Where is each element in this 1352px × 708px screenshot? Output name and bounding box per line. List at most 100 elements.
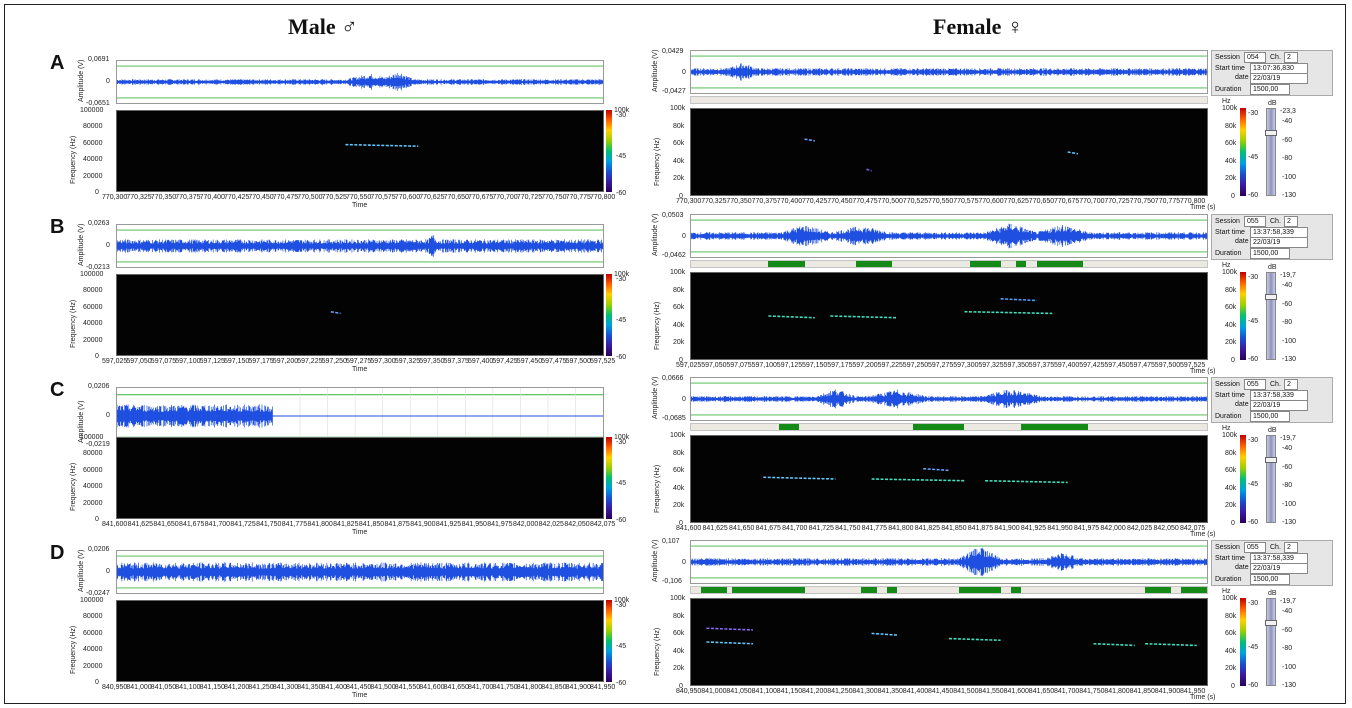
female-x-tick: 841,825: [914, 525, 941, 532]
male-colorbar: [606, 110, 612, 192]
db-slider-track[interactable]: [1266, 272, 1276, 360]
duration-field[interactable]: 1500,00: [1250, 574, 1290, 585]
female-x-tick: 770,475: [852, 198, 878, 205]
ultrasonic-call-trace: [706, 641, 753, 645]
channel-field[interactable]: 2: [1284, 542, 1298, 553]
male-x-tick: 841,750: [492, 684, 518, 691]
session-field[interactable]: 054: [1244, 52, 1266, 63]
female-freq-tick: 40k: [673, 157, 685, 165]
db-slider-handle[interactable]: [1265, 620, 1277, 626]
female-x-tick: 841,875: [967, 525, 994, 532]
channel-field[interactable]: 2: [1284, 52, 1298, 63]
male-x-tick: 770,625: [419, 194, 445, 201]
session-field[interactable]: 055: [1244, 379, 1266, 390]
male-x-tick: 597,075: [150, 358, 177, 365]
male-x-tick: 770,775: [565, 194, 591, 201]
female-time-label: Time (s): [1190, 368, 1216, 375]
male-cbar-tick: -30: [616, 112, 627, 119]
db-slider-handle[interactable]: [1265, 294, 1277, 300]
female-cbar-tick: -60: [1248, 356, 1259, 363]
detection-marker: [861, 587, 877, 593]
male-x-tick: 841,950: [590, 684, 616, 691]
ultrasonic-call-trace: [866, 168, 872, 172]
male-freq-tick: 100000: [80, 107, 104, 114]
male-x-tick: 597,325: [394, 358, 421, 365]
male-cbar-tick: -45: [616, 153, 627, 160]
db-slider-track[interactable]: [1266, 598, 1276, 686]
duration-field[interactable]: 1500,00: [1250, 84, 1290, 95]
waveform: [117, 388, 603, 444]
female-amp-max: 0,0503: [662, 212, 684, 219]
spectrogram-plot: [763, 467, 1068, 484]
male-x-tick: 841,650: [153, 521, 179, 528]
female-x-tick: 770,500: [877, 198, 903, 205]
male-freq-tick: 40000: [83, 483, 103, 491]
male-x-tick: 841,700: [468, 684, 494, 691]
date-field[interactable]: 22/03/19: [1250, 237, 1308, 248]
date-field[interactable]: 22/03/19: [1250, 400, 1308, 411]
duration-label: Duration: [1215, 576, 1242, 583]
session-label: Session: [1215, 381, 1240, 388]
male-x-tick: 841,800: [516, 684, 543, 691]
date-field[interactable]: 22/03/19: [1250, 563, 1308, 574]
male-freq-tick: 20000: [83, 172, 103, 180]
female-detection-track: [690, 423, 1208, 431]
male-x-tick: 842,000: [512, 521, 539, 528]
male-x-tick: 841,550: [394, 684, 421, 691]
female-x-tick: 597,025: [676, 362, 702, 369]
female-freq-tick: 0: [679, 193, 683, 200]
db-slider-track[interactable]: [1266, 435, 1276, 523]
right-freq-tick: 60k: [1225, 467, 1237, 475]
ultrasonic-call-trace: [1145, 642, 1197, 647]
date-field[interactable]: 22/03/19: [1250, 73, 1308, 84]
duration-field[interactable]: 1500,00: [1250, 411, 1290, 422]
waveform: [691, 219, 1207, 253]
session-label: Session: [1215, 544, 1240, 551]
female-x-tick: 770,300: [676, 198, 702, 205]
female-freq-tick: 100k: [670, 595, 686, 602]
channel-label: Ch.: [1270, 544, 1281, 551]
male-freq-tick: 100000: [80, 271, 104, 278]
male-amp-zero: 0: [106, 242, 110, 249]
male-x-tick: 597,400: [468, 358, 494, 365]
session-field[interactable]: 055: [1244, 216, 1266, 227]
female-x-tick: 841,800: [1104, 688, 1130, 695]
male-x-tick: 841,675: [179, 521, 205, 528]
db-slider-handle[interactable]: [1265, 130, 1277, 136]
db-tick: -40: [1282, 282, 1293, 289]
female-x-tick: 841,625: [702, 525, 728, 532]
male-x-tick: 597,350: [419, 358, 445, 365]
start-time-label: Start time: [1215, 392, 1245, 399]
db-slider-handle[interactable]: [1265, 457, 1277, 463]
right-freq-tick: 0: [1231, 683, 1235, 690]
male-x-tick: 597,100: [175, 358, 201, 365]
channel-field[interactable]: 2: [1284, 216, 1298, 227]
right-freq-tick: 100k: [1222, 269, 1238, 276]
male-cbar-tick: -60: [616, 680, 627, 687]
detection-marker: [1021, 424, 1089, 430]
right-freq-tick: 20k: [1225, 502, 1237, 510]
db-tick: -100: [1282, 337, 1297, 345]
row-label-b: B: [50, 216, 65, 238]
start-time-label: Start time: [1215, 229, 1245, 236]
channel-field[interactable]: 2: [1284, 379, 1298, 390]
female-amp-max: 0,0429: [662, 48, 684, 55]
male-cbar-tick: -60: [616, 517, 627, 524]
waveform: [117, 65, 603, 99]
male-freq-tick: 20000: [83, 336, 103, 344]
male-freq-tick: 100000: [80, 434, 104, 441]
ultrasonic-call-trace: [948, 637, 1001, 642]
waveform: [691, 545, 1207, 579]
right-freq-tick: 100k: [1222, 595, 1238, 602]
figure-frame: [4, 4, 1346, 704]
db-slider-track[interactable]: [1266, 108, 1276, 196]
female-x-tick: 841,700: [782, 525, 808, 532]
female-x-tick: 842,075: [1180, 525, 1206, 532]
male-x-tick: 770,400: [199, 194, 225, 201]
female-x-tick: 841,925: [1020, 525, 1047, 532]
session-field[interactable]: 055: [1244, 542, 1266, 553]
male-colorbar: [606, 600, 612, 682]
duration-label: Duration: [1215, 86, 1242, 93]
male-amp-min: -0,0213: [86, 264, 110, 271]
duration-field[interactable]: 1500,00: [1250, 248, 1290, 259]
